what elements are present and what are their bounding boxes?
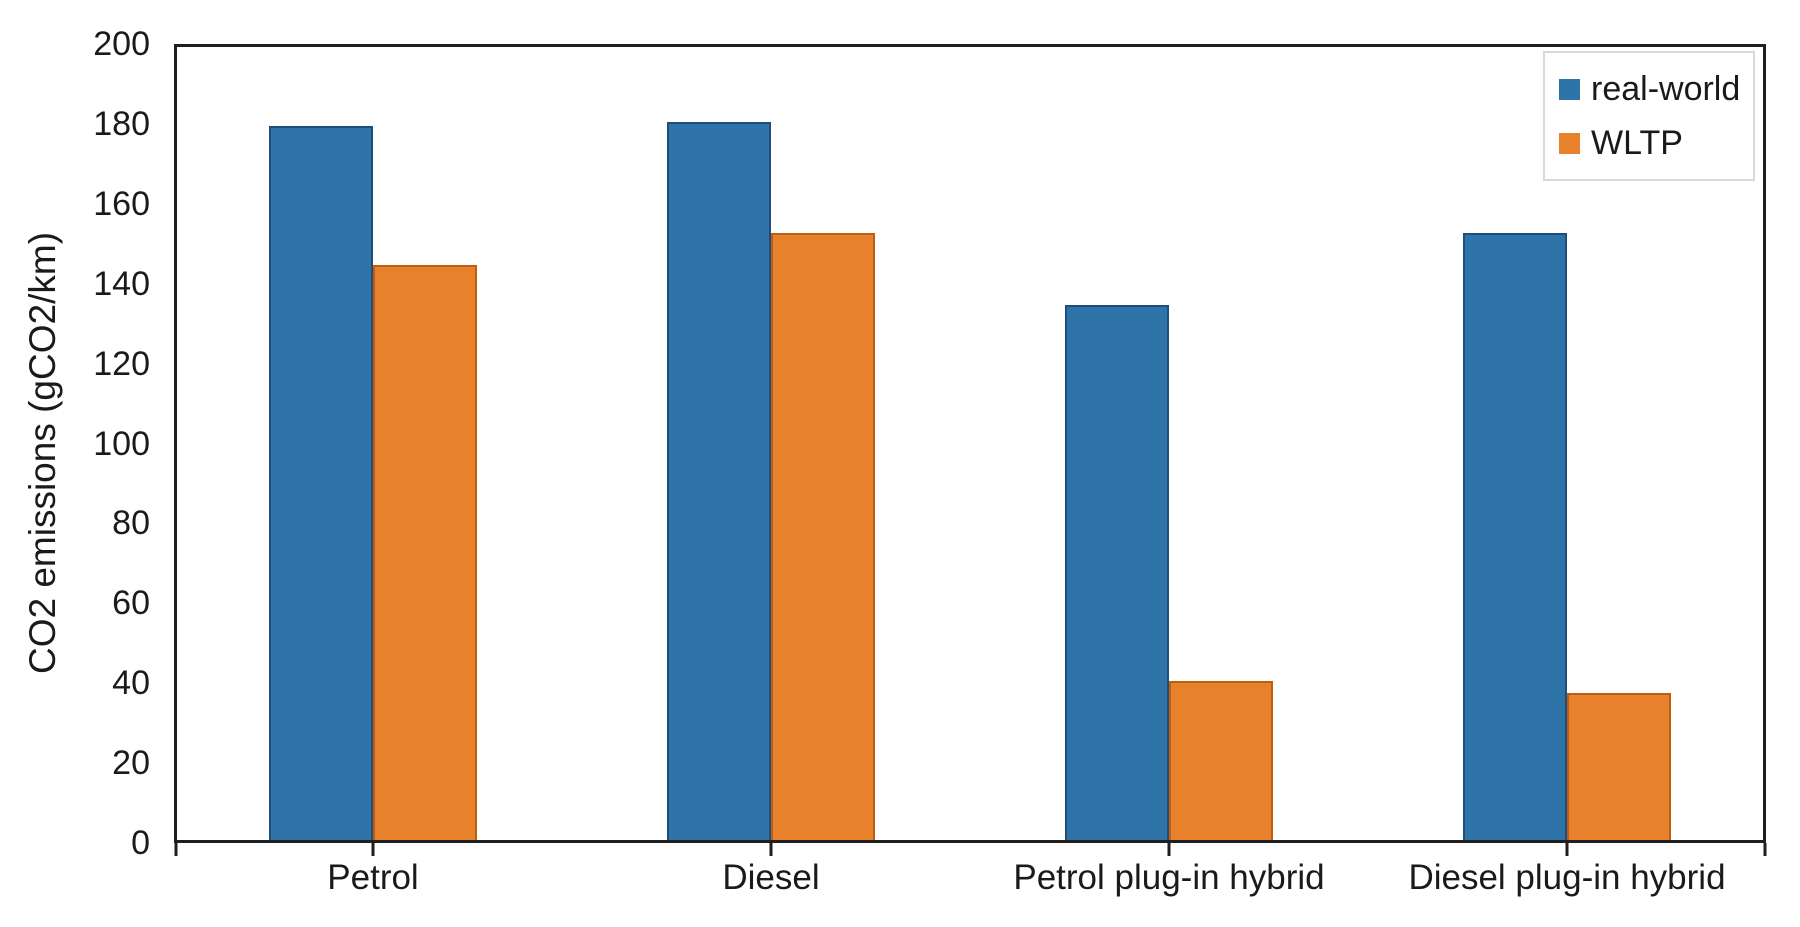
x-axis-tick	[1565, 843, 1569, 856]
x-axis-tick	[769, 843, 773, 856]
y-tick-label-200: 200	[93, 25, 150, 63]
y-tick-label-60: 60	[112, 584, 150, 623]
x-label-diesel: Diesel	[722, 858, 820, 897]
x-label-petrol: Petrol	[327, 858, 419, 897]
bar-diesel-plug-in-hybrid-real-world	[1463, 233, 1567, 840]
legend-item-real-world: real-world	[1559, 71, 1753, 107]
legend-label: real-world	[1591, 70, 1741, 108]
legend: real-world WLTP	[1543, 51, 1755, 181]
legend-swatch-icon	[1559, 132, 1580, 154]
y-tick-label-160: 160	[93, 184, 150, 223]
legend-label: WLTP	[1591, 124, 1683, 162]
x-axis-tick	[1763, 843, 1766, 856]
y-tick-label-140: 140	[93, 264, 150, 303]
bar-diesel-wltp	[771, 233, 875, 840]
bar-diesel-plug-in-hybrid-wltp	[1567, 693, 1671, 840]
x-label-diesel-plug-in-hybrid: Diesel plug-in hybrid	[1408, 858, 1726, 897]
y-tick-label-120: 120	[93, 344, 150, 383]
y-tick-label-40: 40	[112, 664, 150, 703]
bar-petrol-plug-in-hybrid-real-world	[1065, 304, 1169, 840]
y-tick-label-100: 100	[93, 424, 150, 463]
bar-petrol-wltp	[373, 265, 477, 840]
plot-area: real-world WLTP	[174, 44, 1766, 843]
y-tick-label-180: 180	[93, 104, 150, 143]
bars-container	[177, 47, 1763, 840]
y-tick-label-20: 20	[112, 744, 150, 783]
legend-swatch-icon	[1559, 78, 1580, 100]
x-axis-tick	[174, 843, 177, 856]
x-label-petrol-plug-in-hybrid: Petrol plug-in hybrid	[1013, 858, 1325, 897]
y-tick-label-0: 0	[131, 824, 150, 862]
x-axis-tick	[1167, 843, 1171, 856]
bar-petrol-real-world	[269, 126, 373, 840]
bar-diesel-real-world	[667, 122, 771, 840]
legend-item-wltp: WLTP	[1559, 125, 1753, 161]
x-axis-tick	[371, 843, 375, 856]
y-tick-label-80: 80	[112, 504, 150, 543]
bar-petrol-plug-in-hybrid-wltp	[1169, 681, 1273, 840]
